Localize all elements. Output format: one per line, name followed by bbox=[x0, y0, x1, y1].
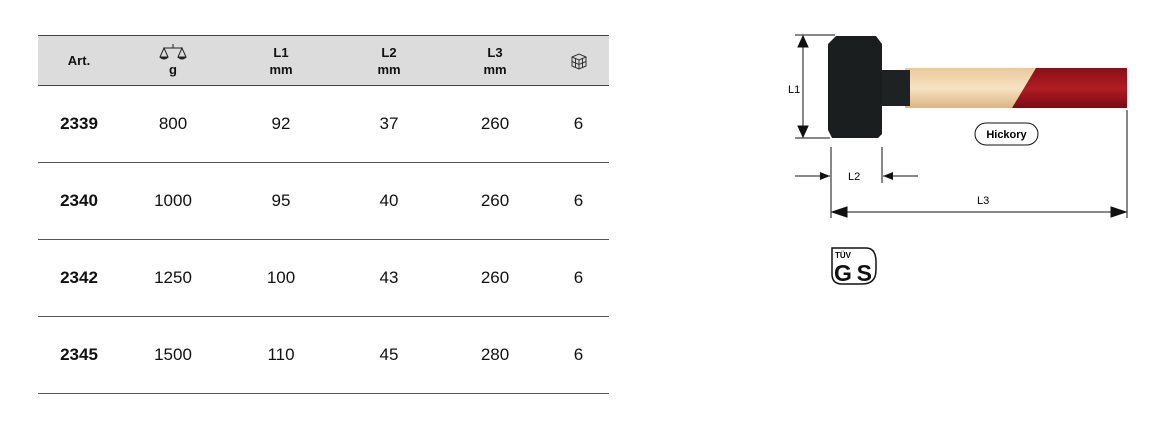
cell-l3: 260 bbox=[442, 239, 548, 317]
header-unit: mm bbox=[269, 61, 293, 77]
cell-weight: 1000 bbox=[120, 162, 226, 240]
cell-package: 6 bbox=[548, 316, 609, 394]
header-unit: mm bbox=[377, 61, 401, 77]
spec-table: Art. g L1 mm L2 mm L3 mm 2339 800 92 37 260 6 234… bbox=[38, 35, 609, 394]
cell-weight: 800 bbox=[120, 85, 226, 163]
table-row: 2340 1000 95 40 260 6 bbox=[38, 162, 609, 240]
cell-l2: 40 bbox=[336, 162, 442, 240]
table-row: 2339 800 92 37 260 6 bbox=[38, 85, 609, 163]
header-unit: g bbox=[169, 62, 177, 77]
header-weight: g bbox=[120, 35, 226, 86]
header-unit: mm bbox=[483, 61, 507, 77]
cell-package: 6 bbox=[548, 162, 609, 240]
cell-l1: 100 bbox=[226, 239, 336, 317]
label-l2: L2 bbox=[848, 171, 860, 183]
header-label: L2 bbox=[381, 44, 397, 60]
dimension-l2 bbox=[795, 147, 918, 218]
header-label: Art. bbox=[67, 53, 91, 68]
table-row: 2345 1500 110 45 280 6 bbox=[38, 316, 609, 394]
table-row: 2342 1250 100 43 260 6 bbox=[38, 239, 609, 317]
label-l3: L3 bbox=[977, 195, 989, 207]
cell-l1: 92 bbox=[226, 85, 336, 163]
cell-art: 2342 bbox=[38, 239, 120, 317]
tuv-gs-logo: TÜV GS bbox=[831, 247, 877, 286]
hammer-handle bbox=[878, 68, 1127, 108]
cell-package: 6 bbox=[548, 239, 609, 317]
header-l2: L2 mm bbox=[336, 35, 442, 86]
package-cube-icon bbox=[571, 52, 586, 70]
cell-l3: 260 bbox=[442, 85, 548, 163]
cell-weight: 1500 bbox=[120, 316, 226, 394]
cell-art: 2340 bbox=[38, 162, 120, 240]
cell-l2: 43 bbox=[336, 239, 442, 317]
header-l1: L1 mm bbox=[226, 35, 336, 86]
cell-art: 2339 bbox=[38, 85, 120, 163]
dimension-l1 bbox=[795, 34, 835, 139]
svg-text:TÜV: TÜV bbox=[835, 251, 852, 260]
header-l3: L3 mm bbox=[442, 35, 548, 86]
cell-l1: 110 bbox=[226, 316, 336, 394]
dimension-l3 bbox=[830, 110, 1128, 218]
header-package bbox=[548, 35, 609, 86]
cell-package: 6 bbox=[548, 85, 609, 163]
cell-art: 2345 bbox=[38, 316, 120, 394]
label-l1: L1 bbox=[788, 84, 800, 96]
cell-l2: 45 bbox=[336, 316, 442, 394]
header-art: Art. bbox=[38, 35, 120, 86]
cell-l2: 37 bbox=[336, 85, 442, 163]
header-label: L3 bbox=[487, 44, 503, 60]
scale-icon bbox=[159, 44, 187, 60]
hickory-badge bbox=[974, 122, 1039, 146]
header-label: L1 bbox=[273, 44, 289, 60]
cell-l3: 280 bbox=[442, 316, 548, 394]
cell-weight: 1250 bbox=[120, 239, 226, 317]
cell-l3: 260 bbox=[442, 162, 548, 240]
cell-l1: 95 bbox=[226, 162, 336, 240]
hickory-label: Hickory bbox=[986, 129, 1027, 141]
hammer-head bbox=[828, 36, 882, 138]
table-header: Art. g L1 mm L2 mm L3 mm bbox=[38, 35, 609, 86]
